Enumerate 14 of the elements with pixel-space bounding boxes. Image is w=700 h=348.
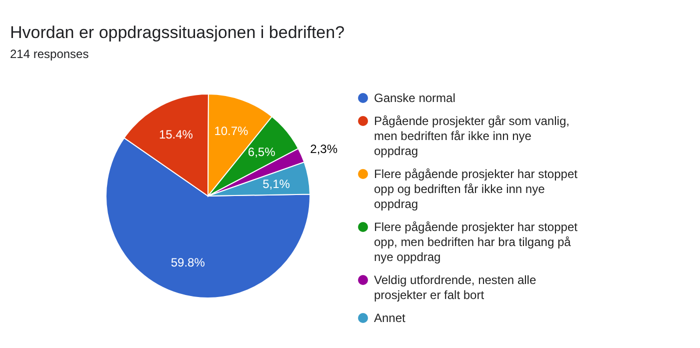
data-label: 59.8% (170, 256, 206, 270)
chart-title: Hvordan er oppdragssituasjonen i bedriften? (10, 23, 345, 42)
legend-label: Ganske normal (374, 91, 456, 105)
legend-label: Pågående prosjekter går som vanlig, men bedriften får ikke inn nye oppdrag (374, 114, 570, 158)
data-label: 10.7% (214, 124, 249, 138)
chart-subtitle: 214 responses (10, 47, 89, 61)
data-label: 6,5% (248, 145, 276, 160)
legend-label: Annet (374, 311, 406, 325)
data-label: 2,3% (310, 142, 338, 156)
data-label: 5,1% (262, 176, 290, 191)
legend-label: Flere pågående prosjekter har stoppet opp, men bedriften har bra tilgang på nye oppdrag (374, 220, 578, 264)
legend-label: Veldig utfordrende, nesten alle prosjekter er falt bort (374, 273, 536, 302)
legend-label: Flere pågående prosjekter har stoppet opp og bedriften får ikke inn nye oppdrag (374, 167, 578, 211)
data-label: 15.4% (158, 128, 194, 142)
